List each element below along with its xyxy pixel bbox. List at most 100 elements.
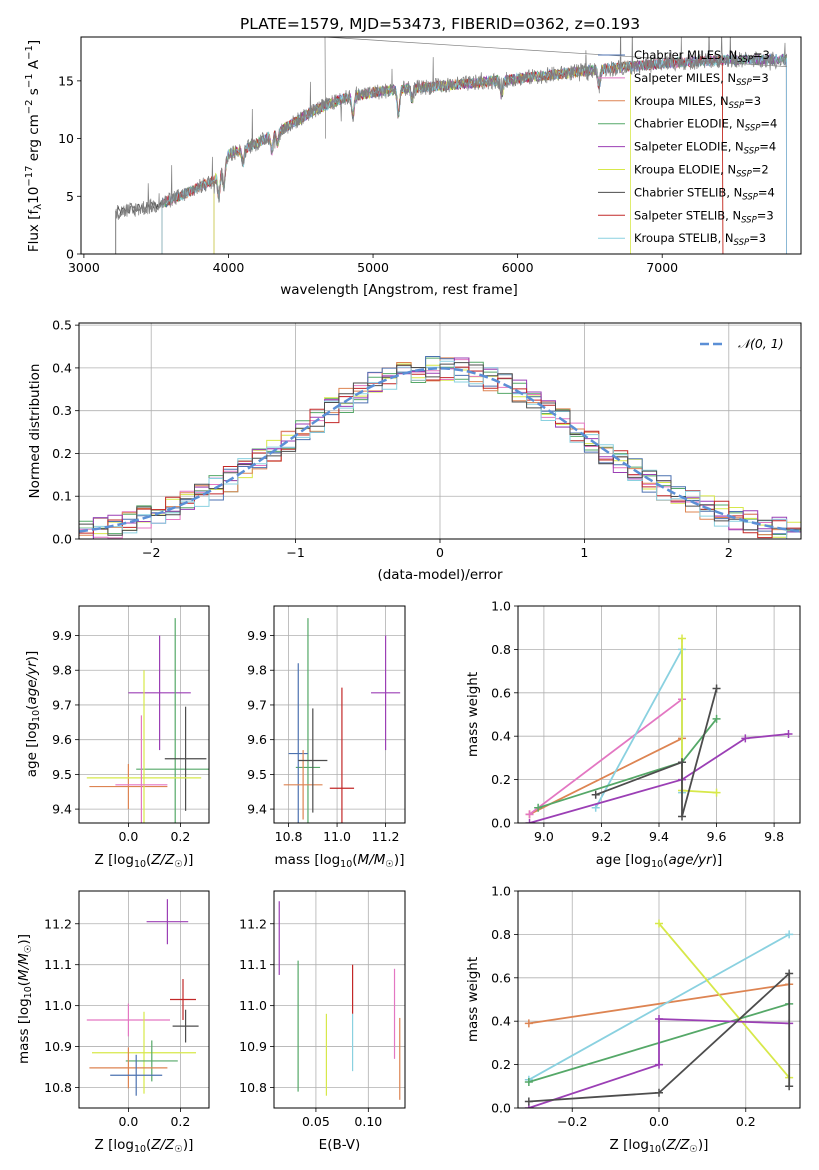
x-tick-label: 6000 (502, 260, 534, 275)
y-tick-label: 0.5 (52, 318, 72, 333)
y-tick-label: 1.0 (491, 884, 511, 899)
y-tick-label: 9.9 (52, 628, 72, 643)
weight-marker (655, 919, 663, 928)
axes-frame (517, 890, 801, 1109)
y-tick-label: 9.6 (247, 732, 267, 747)
y-tick-label: 11.2 (44, 916, 72, 931)
legend-entry: Kroupa STELIB, NSSP=3 (634, 231, 766, 248)
legend-entry: Salpeter ELODIE, NSSP=4 (634, 140, 776, 157)
y-tick-label: 0.2 (491, 1057, 511, 1072)
y-axis-label: mass [log10(M/M☉)] (16, 934, 34, 1064)
x-axis-label: Z [log10(Z/Z☉)] (95, 852, 194, 870)
legend-entry: Chabrier ELODIE, NSSP=4 (634, 117, 777, 134)
x-tick-label: 0.10 (354, 1114, 382, 1129)
x-axis-label: wavelength [Angstrom, rest frame] (280, 282, 518, 298)
legend-entry: 𝒩(0, 1) (738, 336, 784, 351)
age-vs-Z-panel: 0.0 0.2 9.4 9.5 9.6 9.7 9.8 9.9 Z [log10(Z/Z☉)] a… (24, 605, 210, 870)
x-tick-label: 0.05 (302, 1114, 330, 1129)
weight-line (528, 983, 790, 1025)
y-tick-label: 9.8 (247, 663, 267, 678)
histograms (79, 356, 801, 539)
weight-marker (524, 1077, 533, 1086)
spectrum-legend: Chabrier MILES, NSSP=3 Salpeter MILES, NS… (598, 48, 777, 248)
y-tick-label: 9.7 (247, 697, 267, 712)
y-tick-label: 10.9 (44, 1039, 72, 1054)
weight-marker (712, 788, 721, 797)
x-tick-label: 7000 (646, 260, 678, 275)
legend-entry: Salpeter MILES, NSSP=3 (634, 71, 769, 88)
x-tick-label: 9.4 (649, 829, 669, 844)
y-tick-label: 11.0 (239, 998, 267, 1013)
legend-entry: Chabrier MILES, NSSP=3 (634, 48, 770, 65)
y-axis-label: mass weight (465, 957, 481, 1042)
y-tick-label: 9.4 (52, 802, 72, 817)
weight-marker (655, 1015, 663, 1024)
y-tick-label: 9.9 (247, 628, 267, 643)
weight-marker (741, 734, 750, 743)
x-tick-label: 9.2 (592, 829, 612, 844)
weight-marker (655, 1060, 663, 1069)
weight-marker (712, 714, 721, 723)
axes-frame (78, 890, 210, 1109)
y-tick-label: 9.5 (52, 767, 72, 782)
x-tick-label: 3000 (68, 260, 100, 275)
figure-title: PLATE=1579, MJD=53473, FIBERID=0362, z=0… (240, 15, 640, 33)
x-tick-label: 0 (436, 545, 444, 560)
x-tick-label: 4000 (213, 260, 245, 275)
residuals-panel: −2 −1 0 1 2 0.0 0.1 0.2 0.3 0.4 0.5 (data-model)/er… (27, 318, 802, 583)
y-tick-label: 0.8 (491, 642, 511, 657)
x-tick-label: 10.8 (275, 829, 303, 844)
y-tick-label: 9.6 (52, 732, 72, 747)
x-tick-label: 1 (580, 545, 588, 560)
y-tick-label: 0.6 (491, 685, 511, 700)
errorbars (278, 901, 401, 1100)
y-tick-label: 0.0 (491, 816, 511, 831)
weight-marker (525, 810, 534, 819)
mass-weight-vs-Z-panel: −0.2 0.0 0.2 0.0 0.2 0.4 0.6 0.8 1.0 Z [log10(Z/Z… (465, 884, 801, 1155)
weight-marker (655, 1088, 663, 1097)
weight-line (528, 933, 790, 1081)
weight-line (528, 1018, 790, 1108)
y-tick-label: 11.1 (239, 957, 267, 972)
x-axis-label: E(B-V) (319, 1137, 361, 1153)
y-tick-label: 0.4 (491, 729, 511, 744)
errorbars (283, 618, 401, 823)
axes-frame (517, 605, 801, 824)
y-tick-label: 0.2 (491, 772, 511, 787)
mass-vs-ebv-panel: 0.05 0.10 10.8 10.9 11.0 11.1 11.2 E(B-V) (239, 890, 406, 1153)
y-tick-label: 0.4 (52, 360, 72, 375)
x-tick-label: 11.0 (323, 829, 351, 844)
x-axis-label: Z [log10(Z/Z☉)] (95, 1137, 194, 1155)
x-tick-label: 0.2 (170, 829, 190, 844)
weight-line (528, 698, 683, 816)
y-tick-label: 11.0 (44, 998, 72, 1013)
x-axis-label: mass [log10(M/M☉)] (275, 852, 405, 870)
legend-entry: Chabrier STELIB, NSSP=4 (634, 185, 775, 202)
x-axis-label: Z [log10(Z/Z☉)] (610, 1137, 709, 1155)
y-tick-label: 15 (58, 73, 74, 88)
x-tick-label: 5000 (357, 260, 389, 275)
legend-entry: Salpeter STELIB, NSSP=3 (634, 208, 774, 225)
weight-lines (524, 919, 794, 1108)
weight-marker (524, 1097, 533, 1106)
weight-line (658, 922, 790, 1079)
weight-marker (591, 790, 600, 799)
weight-marker (712, 684, 721, 693)
y-tick-label: 1.0 (491, 599, 511, 614)
y-tick-label: 0.6 (491, 970, 511, 985)
weight-lines (525, 634, 793, 823)
weight-marker (525, 819, 534, 823)
age-vs-mass-panel: 10.8 11.0 11.2 9.4 9.5 9.6 9.7 9.8 9.9 mass [log1… (247, 605, 406, 870)
weight-marker (591, 803, 600, 812)
y-tick-label: 0.1 (52, 489, 72, 504)
gaussian-curve (79, 367, 801, 533)
y-axis-label: Flux [fλ10−17 erg cm−2 s−1 A−1] (24, 40, 44, 252)
axes-frame (273, 605, 406, 824)
axes-frame (78, 605, 210, 824)
x-axis-label: age [log10(age/yr)] (596, 852, 722, 870)
y-tick-label: 9.5 (247, 767, 267, 782)
weight-marker (524, 1019, 533, 1028)
legend-entry: Kroupa ELODIE, NSSP=2 (634, 163, 769, 180)
y-axis-label: mass weight (465, 672, 481, 757)
